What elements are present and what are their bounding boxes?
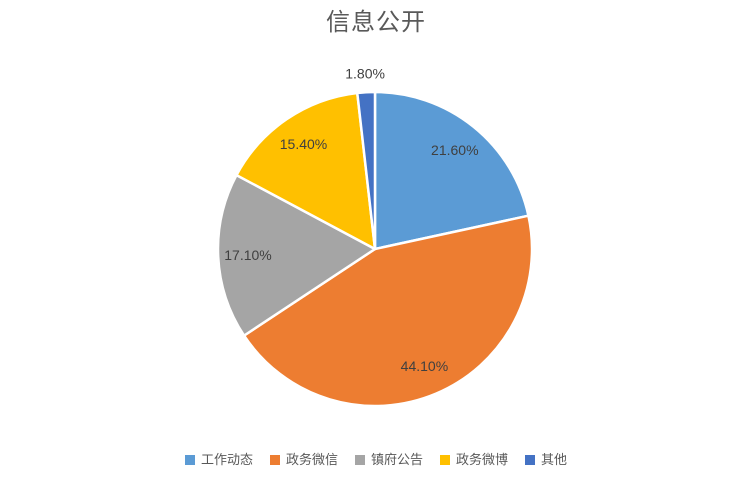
legend-swatch-icon bbox=[269, 455, 280, 465]
legend: 工作动态 政务微信 镇府公告 政务微博 其他 bbox=[0, 449, 752, 471]
legend-swatch-icon bbox=[184, 455, 195, 465]
pie-slice-其他 bbox=[356, 90, 377, 251]
legend-item-label: 工作动态 bbox=[200, 452, 253, 467]
pie-slice-工作动态 bbox=[373, 90, 530, 251]
legend-item-label: 其他 bbox=[541, 452, 568, 467]
legend-item-gongzuodongtai: 工作动态 bbox=[184, 449, 253, 471]
legend-item-label: 政务微信 bbox=[285, 452, 338, 467]
legend-item-zhenfugonggao: 镇府公告 bbox=[354, 449, 423, 471]
legend-item-qita: 其他 bbox=[525, 449, 567, 471]
data-label-其他: 1.80% bbox=[345, 65, 385, 81]
chart-title: 信息公开 bbox=[326, 9, 426, 36]
legend-item-zhengwuweixin: 政务微信 bbox=[269, 449, 338, 471]
data-label-工作动态: 21.60% bbox=[431, 142, 478, 158]
legend-item-label: 政务微博 bbox=[456, 452, 509, 467]
legend-swatch-icon bbox=[440, 455, 450, 465]
pie-slice-政务微博 bbox=[235, 91, 377, 251]
data-label-镇府公告: 17.10% bbox=[224, 247, 271, 263]
pie-slice-镇府公告 bbox=[216, 173, 377, 337]
legend-swatch-icon bbox=[525, 455, 536, 465]
legend-swatch-icon bbox=[354, 455, 365, 465]
data-label-政务微博: 15.40% bbox=[280, 136, 327, 152]
legend-item-label: 镇府公告 bbox=[370, 452, 423, 467]
legend-item-zhengwuweibo: 政务微博 bbox=[440, 449, 508, 471]
pie-slice-政务微信 bbox=[242, 214, 534, 408]
data-label-政务微信: 44.10% bbox=[401, 358, 448, 374]
